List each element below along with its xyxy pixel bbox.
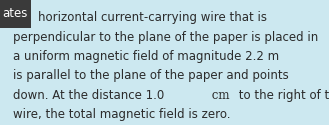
Text: ates: ates [3,7,28,20]
Text: is parallel to the plane of the paper and points: is parallel to the plane of the paper an… [13,69,288,82]
Text: to the right of the: to the right of the [236,89,329,102]
FancyBboxPatch shape [0,0,31,28]
Text: down. At the distance 1.0: down. At the distance 1.0 [13,89,164,102]
Text: cm: cm [208,89,229,102]
Text: horizontal current-carrying wire that is: horizontal current-carrying wire that is [38,11,267,24]
Text: wire, the total magnetic field is zero.: wire, the total magnetic field is zero. [13,108,230,121]
Text: perpendicular to the plane of the paper is placed in: perpendicular to the plane of the paper … [13,31,318,44]
Text: a uniform magnetic field of magnitude 2.2 m: a uniform magnetic field of magnitude 2.… [13,50,279,63]
